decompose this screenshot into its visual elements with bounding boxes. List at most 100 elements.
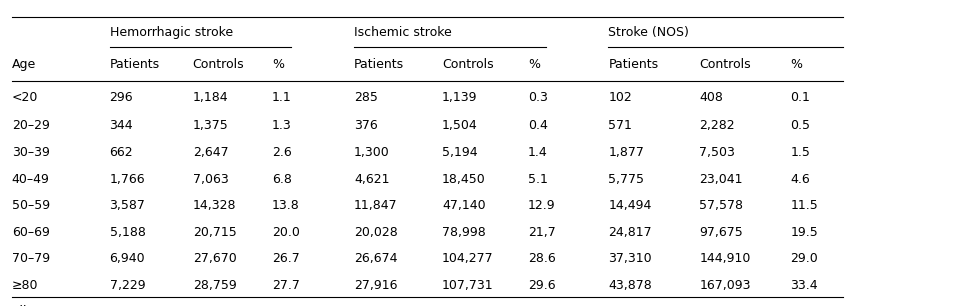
Text: 1,766: 1,766 <box>109 173 145 185</box>
Text: 6.8: 6.8 <box>272 173 291 185</box>
Text: ≥80: ≥80 <box>12 279 38 292</box>
Text: 2,647: 2,647 <box>192 146 228 159</box>
Text: Patients: Patients <box>608 58 658 71</box>
Text: 5,188: 5,188 <box>109 226 146 239</box>
Text: 78,998: 78,998 <box>442 226 486 239</box>
Text: 40–49: 40–49 <box>12 173 50 185</box>
Text: 107,731: 107,731 <box>442 279 493 292</box>
Text: All: All <box>12 305 27 306</box>
Text: %: % <box>272 58 283 71</box>
Text: 296: 296 <box>109 91 133 104</box>
Text: 1,139: 1,139 <box>442 91 477 104</box>
Text: 20–29: 20–29 <box>12 119 50 132</box>
Text: 104,277: 104,277 <box>442 252 493 265</box>
Text: 364,433: 364,433 <box>442 305 492 306</box>
Text: 5.1: 5.1 <box>528 173 547 185</box>
Text: 26012: 26012 <box>109 305 149 306</box>
Text: Controls: Controls <box>192 58 244 71</box>
Text: 2.6: 2.6 <box>272 146 291 159</box>
Text: 6,940: 6,940 <box>109 252 145 265</box>
Text: 4,621: 4,621 <box>354 173 389 185</box>
Text: 571: 571 <box>608 119 631 132</box>
Text: 7,503: 7,503 <box>699 146 735 159</box>
Text: 30–39: 30–39 <box>12 146 50 159</box>
Text: Patients: Patients <box>109 58 159 71</box>
Text: 26,674: 26,674 <box>354 252 397 265</box>
Text: 37,310: 37,310 <box>608 252 652 265</box>
Text: 28.6: 28.6 <box>528 252 555 265</box>
Text: Stroke (NOS): Stroke (NOS) <box>608 26 689 39</box>
Text: 14,328: 14,328 <box>192 199 235 212</box>
Text: 167,093: 167,093 <box>699 279 750 292</box>
Text: 20.0: 20.0 <box>272 226 300 239</box>
Text: 100: 100 <box>528 305 551 306</box>
Text: 50–59: 50–59 <box>12 199 50 212</box>
Text: 0.5: 0.5 <box>789 119 809 132</box>
Text: 19.5: 19.5 <box>789 226 817 239</box>
Text: 57,578: 57,578 <box>699 199 743 212</box>
Text: 1,184: 1,184 <box>192 91 228 104</box>
Text: 14,494: 14,494 <box>608 199 651 212</box>
Text: 7,063: 7,063 <box>192 173 229 185</box>
Text: Controls: Controls <box>442 58 493 71</box>
Text: 60–69: 60–69 <box>12 226 50 239</box>
Text: 662: 662 <box>109 146 133 159</box>
Text: 24,817: 24,817 <box>608 226 652 239</box>
Text: Patients: Patients <box>354 58 404 71</box>
Text: 1,504: 1,504 <box>442 119 478 132</box>
Text: 70–79: 70–79 <box>12 252 50 265</box>
Text: 18,450: 18,450 <box>442 173 486 185</box>
Text: 11.5: 11.5 <box>789 199 817 212</box>
Text: 100: 100 <box>272 305 295 306</box>
Text: 1.4: 1.4 <box>528 146 547 159</box>
Text: 29.6: 29.6 <box>528 279 555 292</box>
Text: 5,194: 5,194 <box>442 146 477 159</box>
Text: 1,375: 1,375 <box>192 119 229 132</box>
Text: 26.7: 26.7 <box>272 252 299 265</box>
Text: 1.5: 1.5 <box>789 146 809 159</box>
Text: 27,670: 27,670 <box>192 252 236 265</box>
Text: 1,300: 1,300 <box>354 146 390 159</box>
Text: 0.1: 0.1 <box>789 91 809 104</box>
Text: 103,741: 103,741 <box>192 305 244 306</box>
Text: 93,047: 93,047 <box>354 305 398 306</box>
Text: 144,910: 144,910 <box>699 252 750 265</box>
Text: 27,916: 27,916 <box>354 279 397 292</box>
Text: 3,587: 3,587 <box>109 199 146 212</box>
Text: 33.4: 33.4 <box>789 279 817 292</box>
Text: 97,675: 97,675 <box>699 226 743 239</box>
Text: <20: <20 <box>12 91 38 104</box>
Text: Hemorrhagic stroke: Hemorrhagic stroke <box>109 26 233 39</box>
Text: 20,028: 20,028 <box>354 226 398 239</box>
Text: 100: 100 <box>789 305 813 306</box>
Text: 4.6: 4.6 <box>789 173 809 185</box>
Text: 7,229: 7,229 <box>109 279 145 292</box>
Text: 5,775: 5,775 <box>608 173 644 185</box>
Text: 12.9: 12.9 <box>528 199 555 212</box>
Text: 29.0: 29.0 <box>789 252 817 265</box>
Text: 1,877: 1,877 <box>608 146 644 159</box>
Text: Ischemic stroke: Ischemic stroke <box>354 26 451 39</box>
Text: Controls: Controls <box>699 58 750 71</box>
Text: 11,847: 11,847 <box>354 199 398 212</box>
Text: 102: 102 <box>608 91 631 104</box>
Text: 23,041: 23,041 <box>699 173 742 185</box>
Text: 500,490: 500,490 <box>699 305 750 306</box>
Text: 21,7: 21,7 <box>528 226 555 239</box>
Text: 344: 344 <box>109 119 133 132</box>
Text: 128,824: 128,824 <box>608 305 659 306</box>
Text: 13.8: 13.8 <box>272 199 299 212</box>
Text: 43,878: 43,878 <box>608 279 652 292</box>
Text: 0.4: 0.4 <box>528 119 547 132</box>
Text: 1.1: 1.1 <box>272 91 291 104</box>
Text: 0.3: 0.3 <box>528 91 547 104</box>
Text: 20,715: 20,715 <box>192 226 236 239</box>
Text: 2,282: 2,282 <box>699 119 734 132</box>
Text: 28,759: 28,759 <box>192 279 236 292</box>
Text: 376: 376 <box>354 119 377 132</box>
Text: 285: 285 <box>354 91 377 104</box>
Text: Age: Age <box>12 58 36 71</box>
Text: 47,140: 47,140 <box>442 199 486 212</box>
Text: %: % <box>789 58 801 71</box>
Text: %: % <box>528 58 539 71</box>
